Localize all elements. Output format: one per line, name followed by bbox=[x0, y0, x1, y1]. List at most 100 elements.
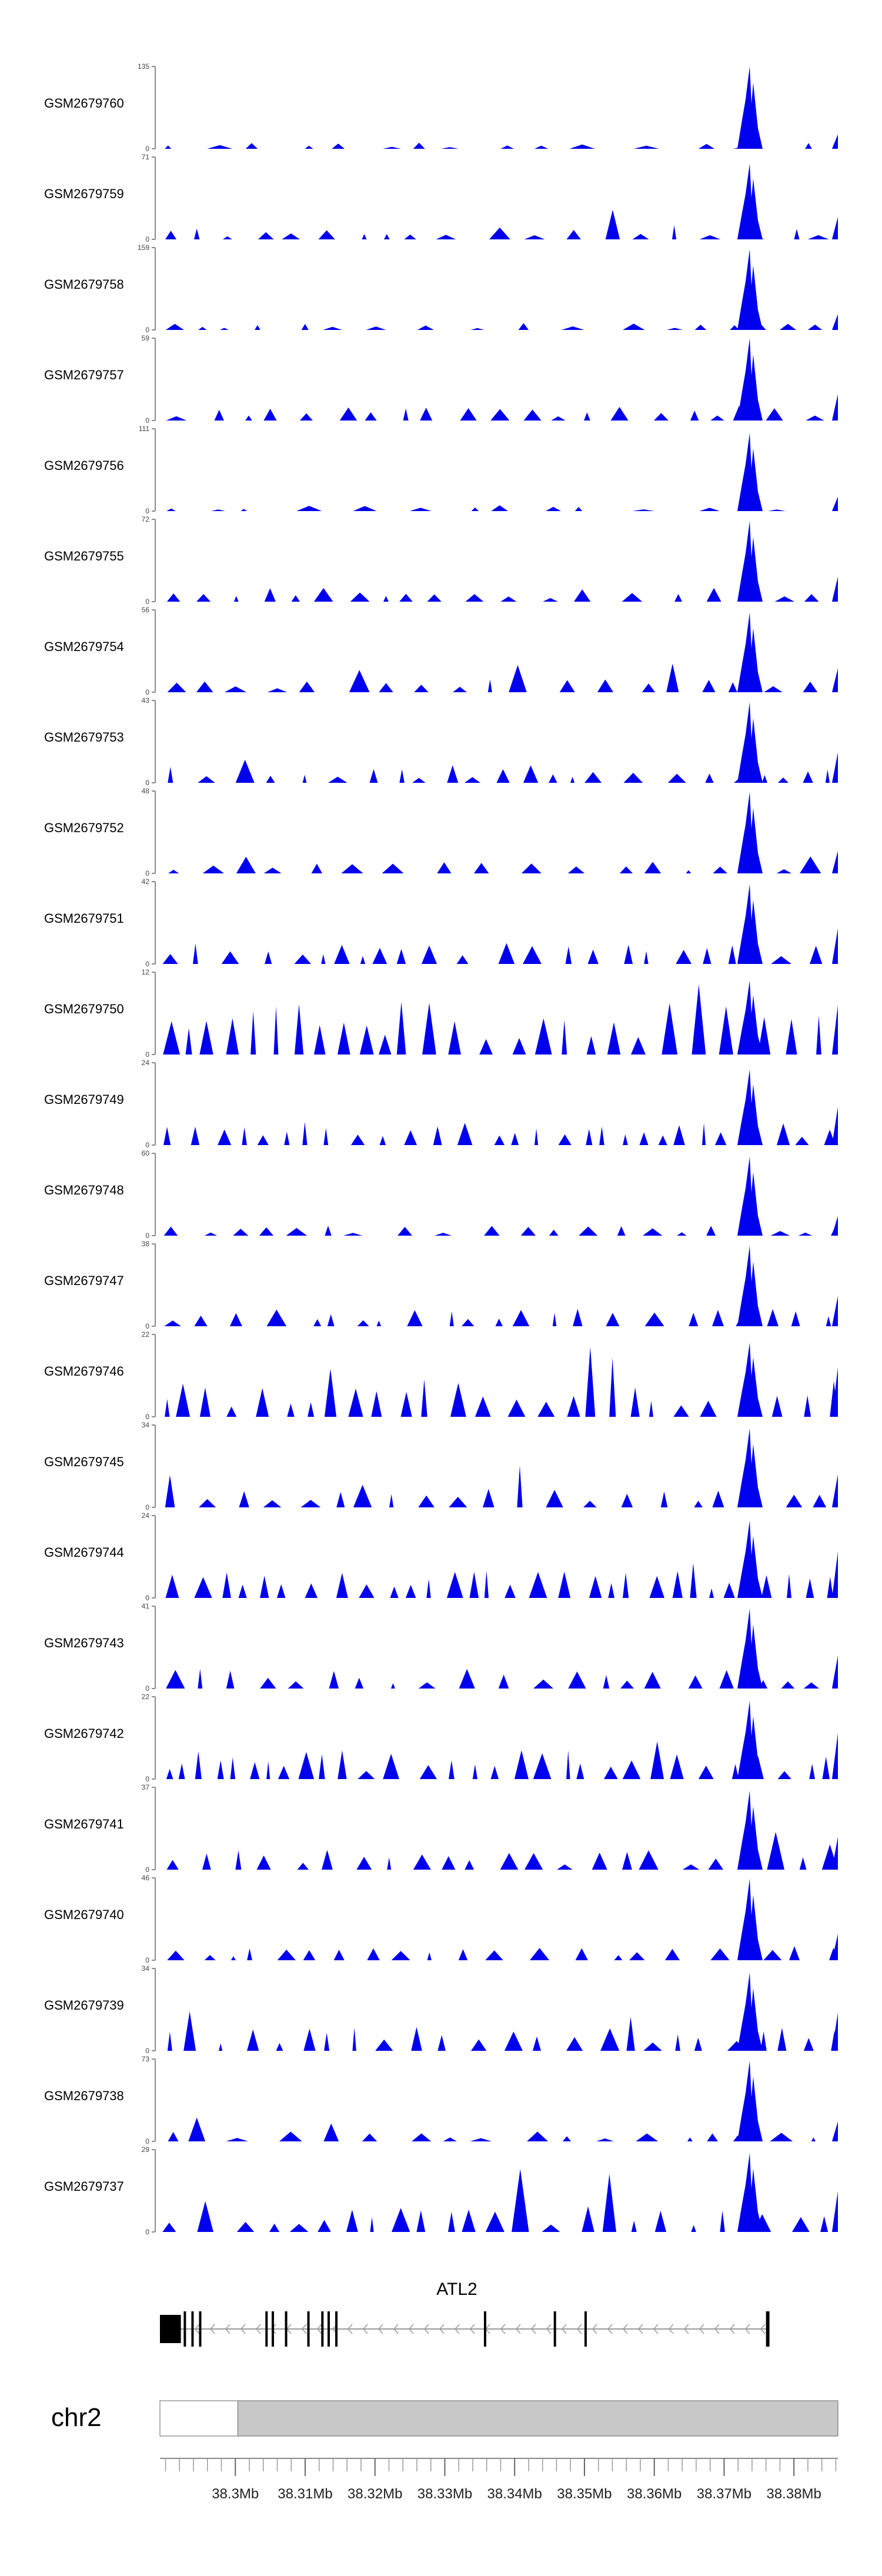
coverage-peak bbox=[737, 1878, 763, 1960]
coverage-track: GSM2679757 59 0 bbox=[44, 334, 838, 425]
track-label: GSM2679755 bbox=[44, 549, 124, 563]
coverage-area bbox=[160, 2168, 838, 2232]
y-tick-label-max: 72 bbox=[142, 515, 150, 523]
y-tick-label-zero: 0 bbox=[145, 1503, 149, 1511]
track-label: GSM2679740 bbox=[44, 1907, 124, 1922]
tick-label: 38.33Mb bbox=[417, 2486, 472, 2502]
strand-chevron bbox=[699, 2324, 704, 2334]
coverage-peak bbox=[737, 1156, 763, 1236]
track-label: GSM2679760 bbox=[44, 96, 124, 111]
y-tick-label-max: 111 bbox=[139, 425, 150, 433]
strand-chevron bbox=[760, 2324, 766, 2334]
coverage-peak bbox=[737, 1245, 763, 1326]
y-tick-label-zero: 0 bbox=[145, 1050, 149, 1059]
strand-chevron bbox=[500, 2324, 506, 2334]
coverage-peak bbox=[737, 249, 763, 330]
track-label: GSM2679738 bbox=[44, 2088, 124, 2103]
track-label: GSM2679758 bbox=[44, 277, 124, 292]
coverage-area bbox=[160, 1669, 838, 1689]
coverage-edge bbox=[832, 394, 838, 421]
coverage-area bbox=[160, 209, 838, 239]
tick-label: 38.37Mb bbox=[697, 2486, 751, 2502]
coverage-area bbox=[160, 1465, 838, 1507]
coverage-track: GSM2679747 38 0 bbox=[44, 1240, 838, 1330]
tick-label: 38.34Mb bbox=[487, 2486, 542, 2502]
exon-block bbox=[183, 2311, 186, 2347]
y-tick-label-max: 24 bbox=[142, 1059, 150, 1067]
exon-block bbox=[265, 2311, 268, 2347]
strand-chevron bbox=[669, 2324, 674, 2334]
gene-model-track: ATL2 bbox=[160, 2280, 770, 2347]
coverage-track: GSM2679752 48 0 bbox=[44, 787, 838, 877]
coverage-peak bbox=[737, 980, 763, 1055]
coverage-peak bbox=[737, 702, 763, 783]
coverage-area bbox=[160, 985, 838, 1055]
strand-chevron bbox=[378, 2324, 383, 2334]
coverage-edge bbox=[832, 2013, 838, 2051]
y-tick-label-max: 60 bbox=[142, 1149, 150, 1157]
strand-chevron bbox=[623, 2324, 628, 2334]
coverage-area bbox=[160, 943, 838, 964]
coverage-edge bbox=[832, 1934, 838, 1960]
coverage-peak bbox=[737, 612, 763, 692]
gene-name-label: ATL2 bbox=[436, 2280, 477, 2299]
track-label: GSM2679754 bbox=[44, 639, 124, 654]
coverage-peak bbox=[737, 1343, 763, 1417]
coverage-peak bbox=[737, 2060, 763, 2141]
coverage-area bbox=[160, 2011, 838, 2051]
exon-block bbox=[553, 2311, 556, 2347]
y-tick-label-zero: 0 bbox=[145, 235, 149, 243]
y-tick-label-max: 37 bbox=[142, 1783, 150, 1791]
tick-label: 38.35Mb bbox=[557, 2486, 612, 2502]
coverage-track: GSM2679748 60 0 bbox=[44, 1149, 838, 1240]
y-tick-label-zero: 0 bbox=[145, 2137, 149, 2145]
y-tick-label-zero: 0 bbox=[145, 1866, 149, 1874]
strand-chevron bbox=[684, 2324, 689, 2334]
strand-chevron bbox=[607, 2324, 613, 2334]
y-tick-label-zero: 0 bbox=[145, 598, 149, 606]
y-tick-label-max: 48 bbox=[142, 787, 150, 795]
track-label: GSM2679745 bbox=[44, 1454, 124, 1469]
exon-block bbox=[335, 2311, 338, 2347]
strand-chevron bbox=[577, 2324, 582, 2334]
coverage-edge bbox=[832, 216, 838, 239]
coverage-area bbox=[160, 1226, 838, 1236]
y-tick-label-max: 22 bbox=[142, 1693, 150, 1701]
coverage-track: GSM2679744 24 0 bbox=[44, 1511, 838, 1602]
coverage-edge bbox=[832, 1296, 838, 1326]
tick-label: 38.3Mb bbox=[212, 2486, 259, 2502]
exon-block bbox=[271, 2311, 274, 2347]
coverage-area bbox=[160, 1741, 838, 1779]
strand-chevron bbox=[302, 2324, 307, 2334]
tick-label: 38.32Mb bbox=[348, 2486, 402, 2502]
track-label: GSM2679753 bbox=[44, 730, 124, 745]
y-tick-label-zero: 0 bbox=[145, 1322, 149, 1330]
coverage-edge bbox=[832, 928, 838, 964]
exon-block bbox=[307, 2311, 310, 2347]
track-label: GSM2679749 bbox=[44, 1092, 124, 1107]
chromosome-label: chr2 bbox=[51, 2403, 102, 2432]
coverage-area bbox=[160, 759, 838, 783]
coverage-edge bbox=[832, 576, 838, 602]
tick-label: 38.31Mb bbox=[278, 2486, 332, 2502]
coverage-peak bbox=[737, 338, 763, 421]
strand-chevron bbox=[348, 2324, 353, 2334]
y-tick-label-zero: 0 bbox=[145, 960, 149, 968]
strand-chevron bbox=[409, 2324, 414, 2334]
strand-chevron bbox=[531, 2324, 536, 2334]
strand-chevron bbox=[393, 2324, 399, 2334]
track-label: GSM2679751 bbox=[44, 911, 124, 926]
y-tick-label-zero: 0 bbox=[145, 1141, 149, 1149]
coverage-peak bbox=[737, 884, 763, 964]
chromosome-band bbox=[159, 2400, 838, 2437]
coverage-peak bbox=[737, 792, 763, 873]
coverage-area bbox=[160, 1563, 838, 1598]
exon-block bbox=[766, 2311, 770, 2347]
y-tick-label-max: 135 bbox=[138, 62, 149, 71]
y-tick-label-max: 46 bbox=[142, 1874, 150, 1882]
coverage-peak bbox=[737, 1790, 763, 1870]
coverage-track: GSM2679753 43 0 bbox=[44, 696, 838, 787]
coverage-peak bbox=[737, 2153, 763, 2232]
strand-chevron bbox=[424, 2324, 429, 2334]
y-tick-label-zero: 0 bbox=[145, 1413, 149, 1421]
